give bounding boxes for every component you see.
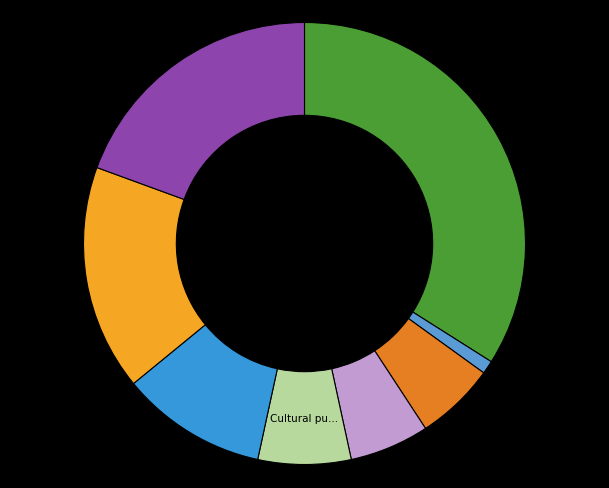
Wedge shape	[304, 23, 526, 362]
Wedge shape	[332, 351, 426, 460]
Wedge shape	[258, 369, 351, 465]
Wedge shape	[409, 312, 491, 373]
Wedge shape	[83, 168, 205, 384]
Wedge shape	[133, 325, 277, 460]
Wedge shape	[375, 319, 484, 428]
Wedge shape	[97, 23, 304, 200]
Text: Cultural pu...: Cultural pu...	[270, 413, 339, 423]
